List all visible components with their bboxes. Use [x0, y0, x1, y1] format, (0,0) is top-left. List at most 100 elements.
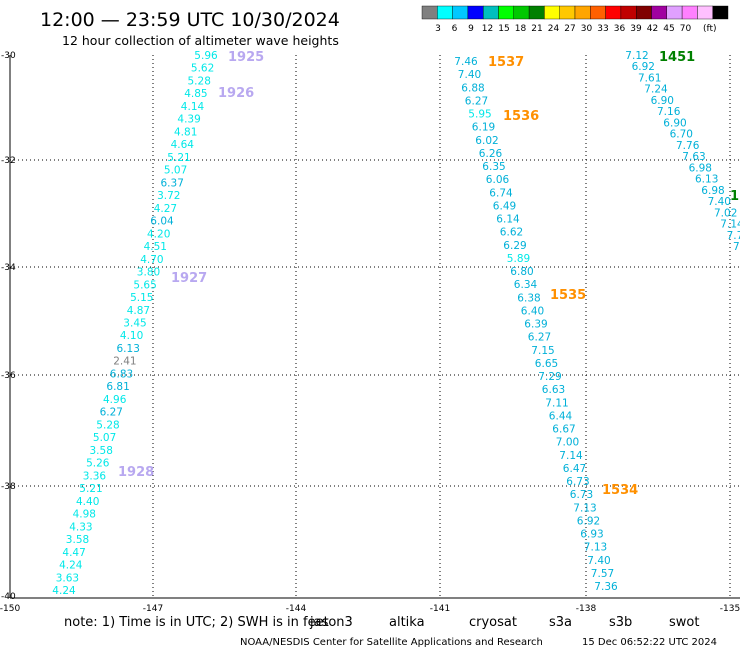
colorbar-swatch [681, 5, 698, 20]
wave-height-value: 5.89 [507, 253, 530, 265]
wave-height-value: 7.40 [708, 196, 731, 208]
track-middle: 7.467.406.886.275.956.196.026.266.356.06… [454, 56, 618, 593]
wave-height-value: 6.14 [496, 214, 520, 226]
wave-height-value: 4.39 [177, 114, 200, 126]
colorbar-label: 21 [531, 24, 542, 34]
wave-height-value: 7.24 [644, 84, 668, 96]
wave-height-value: 5.15 [130, 292, 153, 304]
satellite-legend-swot: swot [669, 615, 699, 630]
page-title: 12:00 — 23:59 UTC 10/30/2024 [40, 9, 340, 31]
lat-tick-label: -36 [1, 371, 16, 381]
colorbar-swatch [697, 5, 713, 20]
wave-height-value: 7.12 [625, 50, 648, 62]
wave-height-value: 7.02 [714, 207, 737, 219]
colorbar-swatch [437, 5, 453, 20]
footer-credit: NOAA/NESDIS Center for Satellite Applica… [240, 637, 543, 648]
colorbar-swatch [452, 5, 469, 20]
wave-height-value: 5.07 [93, 432, 116, 444]
wave-height-value: 4.98 [73, 509, 96, 521]
wave-height-value: 5.65 [133, 279, 156, 291]
colorbar-label: 12 [482, 24, 493, 34]
wave-height-value: 6.19 [472, 122, 495, 134]
wave-height-value: 2.41 [113, 356, 136, 368]
colorbar-label: 27 [564, 24, 575, 34]
colorbar-swatch [712, 5, 729, 20]
color-scale-bar: 3 6 9 12 15 18 21 24 27 30 33 36 39 42 45 70 [421, 5, 729, 34]
wave-height-value: 7.71 [727, 230, 740, 242]
lat-tick-label: -32 [1, 156, 16, 166]
wave-height-value: 7.14 [720, 219, 740, 231]
axis-ticks: -150 -147 -144 -141 -138 -135 -30 -32 -34 -36 -38 -… [0, 51, 740, 614]
wave-height-value: 3.36 [83, 470, 107, 482]
lon-tick-label: -138 [576, 604, 597, 614]
satellite-legend-s3a: s3a [549, 615, 572, 630]
colorbar-swatch [498, 5, 515, 20]
wave-height-value: 6.04 [150, 216, 174, 228]
pass-time-label: 1536 [503, 109, 539, 124]
wave-height-value: 5.28 [188, 76, 211, 88]
pass-time-label: 1925 [228, 50, 264, 65]
wave-height-value: 6.98 [689, 162, 712, 174]
colorbar-label: 24 [548, 24, 560, 34]
wave-height-value: 6.92 [577, 515, 600, 527]
wave-height-value: 6.37 [161, 177, 184, 189]
wave-height-value: 6.38 [517, 292, 540, 304]
wave-height-value: 4.64 [171, 139, 195, 151]
wave-height-value: 6.65 [535, 358, 558, 370]
colorbar-swatch [605, 5, 622, 20]
wave-height-value: 3.58 [90, 445, 113, 457]
wave-height-value: 6.81 [106, 381, 129, 393]
wave-height-value: 6.92 [632, 61, 655, 73]
colorbar-label: 36 [614, 24, 626, 34]
page-subtitle: 12 hour collection of altimeter wave hei… [62, 33, 339, 48]
wave-height-value: 6.29 [503, 240, 526, 252]
pass-time-label: 1534 [602, 483, 638, 498]
pass-time-label: 1537 [488, 55, 524, 70]
wave-height-value: 7.15 [531, 345, 554, 357]
wave-height-value: 4.20 [147, 228, 170, 240]
wave-height-value: 7.40 [458, 69, 481, 81]
lat-tick-label: -30 [1, 51, 16, 61]
wave-height-value: 3.58 [66, 534, 89, 546]
satellite-legend-altika: altika [389, 615, 425, 630]
legend-note: note: 1) Time is in UTC; 2) SWH is in fe… [64, 615, 329, 630]
colorbar-unit: (ft) [703, 24, 717, 34]
colorbar-swatch [528, 5, 545, 20]
wave-height-value: 5.21 [167, 152, 190, 164]
wave-height-value: 6.80 [510, 266, 533, 278]
wave-height-value: 3.45 [123, 318, 146, 330]
lat-lon-grid [10, 55, 740, 598]
wave-height-value: 6.88 [461, 82, 484, 94]
pass-time-label: 1927 [171, 271, 207, 286]
wave-height-value: 3.63 [56, 572, 79, 584]
wave-height-value: 6.02 [475, 135, 498, 147]
wave-height-value: 6.47 [563, 463, 586, 475]
wave-height-value: 7.63 [682, 151, 705, 163]
colorbar-swatch [636, 5, 652, 20]
wave-height-value: 6.73 [566, 476, 589, 488]
wave-height-value: 4.40 [76, 496, 99, 508]
wave-height-value: 7.40 [587, 555, 610, 567]
wave-height-value: 7.11 [545, 397, 568, 409]
lon-tick-label: -135 [720, 604, 740, 614]
wave-height-value: 6.73 [570, 489, 593, 501]
colorbar-label: 3 [435, 24, 441, 34]
wave-height-value: 3.80 [137, 267, 160, 279]
wave-height-value: 5.28 [96, 419, 119, 431]
wave-height-value: 4.33 [69, 521, 92, 533]
wave-height-value: 7.13 [584, 542, 607, 554]
satellite-legend: jason3 altika cryosat s3a s3b swot [309, 615, 699, 630]
wave-height-value: 6.67 [552, 424, 575, 436]
wave-height-value: 7.00 [556, 437, 579, 449]
wave-height-value: 6.63 [542, 384, 565, 396]
wave-height-value: 6.93 [580, 529, 603, 541]
colorbar-label: 33 [597, 24, 608, 34]
wave-height-value: 6.27 [465, 95, 488, 107]
wave-height-value: 6.35 [482, 161, 505, 173]
wave-height-value: 7.13 [573, 502, 596, 514]
lat-tick-label: -34 [1, 263, 16, 273]
lon-tick-label: -147 [143, 604, 163, 614]
wave-height-value: 4.70 [140, 254, 163, 266]
